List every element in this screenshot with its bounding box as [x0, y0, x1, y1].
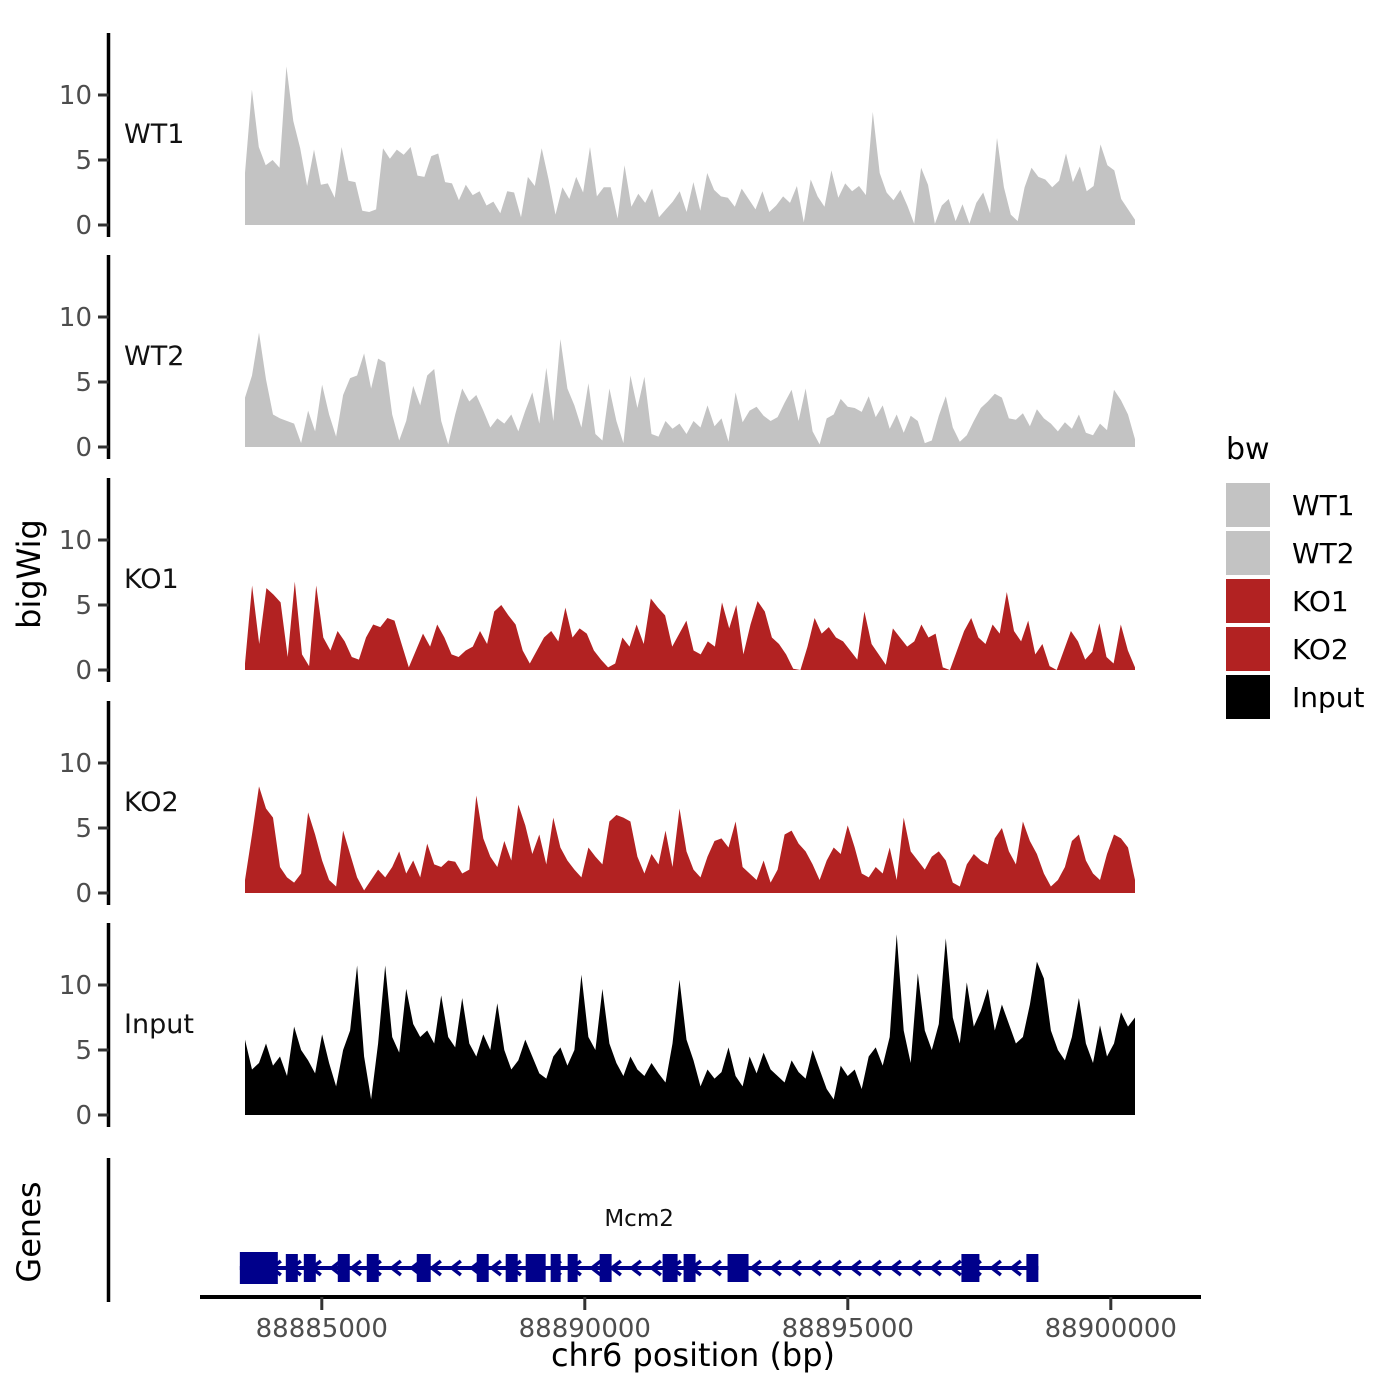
- exon-box: [476, 1254, 489, 1282]
- y-tick-label: 5: [75, 368, 92, 398]
- y-tick-label: 0: [75, 1101, 92, 1131]
- y-tick-label: 5: [75, 1036, 92, 1066]
- exon-box: [550, 1254, 561, 1282]
- legend-swatch-input: [1226, 675, 1270, 719]
- strand-arrow-icon: [828, 1259, 842, 1277]
- x-tick-label: 88885000: [256, 1314, 388, 1344]
- strand-arrow-icon: [948, 1259, 962, 1277]
- legend-swatch-ko2: [1226, 627, 1270, 671]
- coverage-area-ko2: [245, 786, 1135, 893]
- genes-axis-title: Genes: [10, 1181, 48, 1282]
- legend-label-ko1: KO1: [1292, 584, 1349, 618]
- y-tick-label: 10: [59, 303, 92, 333]
- x-tick-label: 88890000: [519, 1314, 651, 1344]
- coverage-area-input: [245, 934, 1135, 1115]
- exon-box: [285, 1254, 298, 1282]
- legend-title: bw: [1226, 432, 1270, 467]
- strand-arrow-icon: [588, 1259, 602, 1277]
- legend-item-input: Input: [1226, 675, 1365, 719]
- x-tick-label: 88900000: [1045, 1314, 1177, 1344]
- strand-arrow-icon: [788, 1259, 802, 1277]
- legend-label-wt1: WT1: [1292, 488, 1355, 522]
- exon-box: [599, 1254, 612, 1282]
- legend-swatch-wt1: [1226, 483, 1270, 527]
- y-tick-label: 0: [75, 211, 92, 241]
- coverage-area-ko1: [245, 581, 1135, 670]
- y-tick-label: 10: [59, 749, 92, 779]
- exon-box: [525, 1254, 546, 1282]
- legend-item-ko1: KO1: [1226, 579, 1365, 623]
- strand-arrow-icon: [428, 1259, 442, 1277]
- strand-arrow-icon: [868, 1259, 882, 1277]
- y-tick-label: 5: [75, 146, 92, 176]
- y-tick-label: 5: [75, 591, 92, 621]
- exon-box: [567, 1254, 578, 1282]
- legend: bw WT1 WT2 KO1 KO2 Input: [1226, 432, 1365, 723]
- strand-arrow-icon: [628, 1259, 642, 1277]
- exon-box: [1026, 1254, 1039, 1282]
- strand-arrow-icon: [748, 1259, 762, 1277]
- exon-box: [683, 1254, 696, 1282]
- strand-arrow-icon: [648, 1259, 662, 1277]
- y-tick-label: 10: [59, 81, 92, 111]
- y-tick-label: 5: [75, 814, 92, 844]
- exon-box: [505, 1254, 518, 1282]
- exon-box: [239, 1252, 278, 1284]
- track-label-input: Input: [124, 1009, 194, 1040]
- strand-arrow-icon: [888, 1259, 902, 1277]
- exon-box: [961, 1254, 980, 1282]
- strand-arrow-icon: [768, 1259, 782, 1277]
- y-tick-label: 0: [75, 656, 92, 686]
- strand-arrow-icon: [928, 1259, 942, 1277]
- strand-arrow-icon: [988, 1259, 1002, 1277]
- y-tick-label: 0: [75, 879, 92, 909]
- strand-arrow-icon: [808, 1259, 822, 1277]
- x-tick-label: 88895000: [782, 1314, 914, 1344]
- legend-swatch-wt2: [1226, 531, 1270, 575]
- track-label-wt2: WT2: [124, 341, 184, 372]
- x-axis-title: chr6 position (bp): [551, 1336, 835, 1374]
- exon-box: [416, 1254, 431, 1282]
- strand-arrow-icon: [608, 1259, 622, 1277]
- track-label-ko1: KO1: [124, 564, 179, 595]
- gene-name-label: Mcm2: [604, 1206, 674, 1232]
- strand-arrow-icon: [448, 1259, 462, 1277]
- strand-arrow-icon: [488, 1259, 502, 1277]
- legend-item-wt2: WT2: [1226, 531, 1365, 575]
- legend-item-ko2: KO2: [1226, 627, 1365, 671]
- exon-box: [366, 1254, 379, 1282]
- strand-arrow-icon: [908, 1259, 922, 1277]
- coverage-area-wt1: [245, 66, 1135, 226]
- exon-box: [303, 1254, 316, 1282]
- exon-box: [727, 1254, 749, 1282]
- legend-label-wt2: WT2: [1292, 536, 1355, 570]
- generated-plot-layers: 0 5 10 WT1 0 5 10 WT2 0 5 10 KO1 0 5 10 KO2 0 5 10 Input Mcm…: [59, 33, 1201, 1344]
- track-label-ko2: KO2: [124, 787, 179, 818]
- y-tick-label: 0: [75, 433, 92, 463]
- legend-item-wt1: WT1: [1226, 483, 1365, 527]
- legend-label-ko2: KO2: [1292, 632, 1349, 666]
- strand-arrow-icon: [1008, 1259, 1022, 1277]
- y-tick-label: 10: [59, 526, 92, 556]
- legend-swatch-ko1: [1226, 579, 1270, 623]
- exon-box: [337, 1254, 350, 1282]
- track-label-wt1: WT1: [124, 119, 184, 150]
- legend-label-input: Input: [1292, 680, 1365, 714]
- strand-arrow-icon: [848, 1259, 862, 1277]
- exon-box: [662, 1254, 678, 1282]
- strand-arrow-icon: [348, 1259, 362, 1277]
- coverage-area-wt2: [245, 332, 1135, 447]
- strand-arrow-icon: [708, 1259, 722, 1277]
- y-tick-label: 10: [59, 971, 92, 1001]
- y-axis-title: bigWig: [10, 519, 48, 629]
- strand-arrow-icon: [388, 1259, 402, 1277]
